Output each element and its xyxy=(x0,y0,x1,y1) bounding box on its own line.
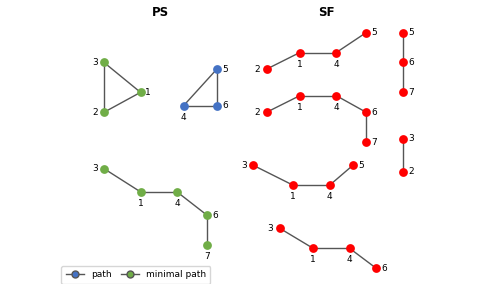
Text: 2: 2 xyxy=(254,108,260,117)
Text: PS: PS xyxy=(152,6,169,19)
Text: 5: 5 xyxy=(222,65,228,74)
Point xyxy=(289,183,297,187)
Text: 4: 4 xyxy=(334,103,339,112)
Text: 2: 2 xyxy=(254,65,260,74)
Text: SF: SF xyxy=(318,6,334,19)
Text: 4: 4 xyxy=(174,199,180,208)
Point xyxy=(372,266,380,270)
Point xyxy=(296,93,304,98)
Point xyxy=(398,90,406,95)
Text: 2: 2 xyxy=(92,108,98,117)
Point xyxy=(362,110,370,114)
Point xyxy=(362,140,370,144)
Point xyxy=(398,137,406,141)
Text: 6: 6 xyxy=(382,264,387,273)
Point xyxy=(346,246,354,250)
Point xyxy=(203,213,211,217)
Text: 5: 5 xyxy=(408,28,414,37)
Point xyxy=(326,183,334,187)
Point xyxy=(296,50,304,55)
Text: 1: 1 xyxy=(297,103,302,112)
Text: 4: 4 xyxy=(346,255,352,264)
Point xyxy=(100,110,108,114)
Text: 5: 5 xyxy=(372,28,378,37)
Text: 4: 4 xyxy=(181,113,186,122)
Point xyxy=(262,110,270,114)
Point xyxy=(180,103,188,108)
Point xyxy=(100,60,108,65)
Point xyxy=(250,163,258,168)
Point xyxy=(398,30,406,35)
Text: 1: 1 xyxy=(310,255,316,264)
Text: 3: 3 xyxy=(92,58,98,67)
Point xyxy=(213,103,221,108)
Point xyxy=(362,30,370,35)
Point xyxy=(332,93,340,98)
Point xyxy=(398,170,406,174)
Text: 6: 6 xyxy=(408,58,414,67)
Text: 3: 3 xyxy=(241,161,247,170)
Point xyxy=(332,50,340,55)
Point xyxy=(173,190,181,194)
Point xyxy=(203,243,211,247)
Text: 3: 3 xyxy=(268,224,274,233)
Text: 4: 4 xyxy=(334,60,339,69)
Text: 1: 1 xyxy=(145,88,150,97)
Point xyxy=(276,226,284,231)
Text: 6: 6 xyxy=(222,101,228,110)
Text: 1: 1 xyxy=(290,192,296,201)
Point xyxy=(100,166,108,171)
Text: 6: 6 xyxy=(372,108,378,117)
Text: 4: 4 xyxy=(327,192,332,201)
Text: 1: 1 xyxy=(138,199,143,208)
Text: 1: 1 xyxy=(297,60,302,69)
Point xyxy=(136,190,144,194)
Point xyxy=(309,246,317,250)
Text: 2: 2 xyxy=(408,168,414,176)
Text: 7: 7 xyxy=(408,88,414,97)
Text: 7: 7 xyxy=(372,138,378,147)
Text: 3: 3 xyxy=(408,134,414,143)
Text: 7: 7 xyxy=(204,252,210,261)
Text: 5: 5 xyxy=(358,161,364,170)
Point xyxy=(136,90,144,95)
Text: 3: 3 xyxy=(92,164,98,173)
Legend: path, minimal path: path, minimal path xyxy=(61,266,210,284)
Point xyxy=(213,67,221,71)
Point xyxy=(349,163,357,168)
Text: 6: 6 xyxy=(212,211,218,220)
Point xyxy=(262,67,270,71)
Point xyxy=(398,60,406,65)
